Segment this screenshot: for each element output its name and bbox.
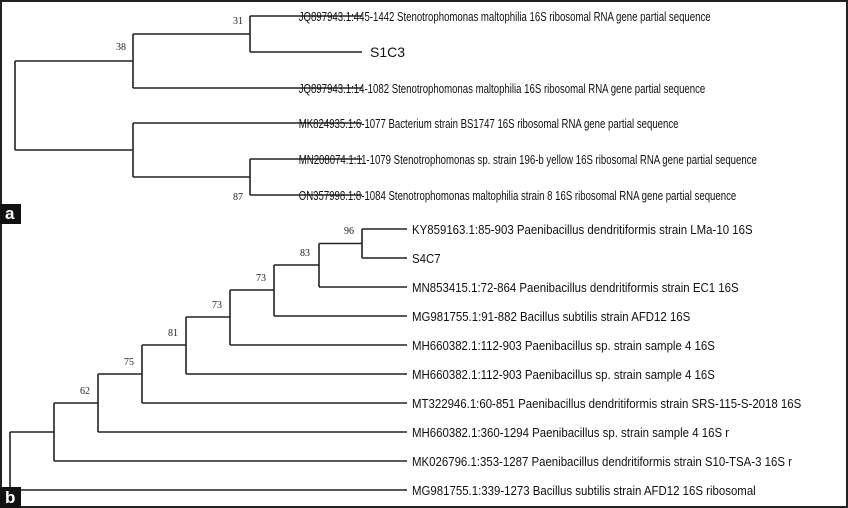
bootstrap-value: 96	[344, 226, 354, 237]
panel-b-leaf-labels: KY859163.1:85-903 Paenibacillus dendriti…	[412, 222, 801, 498]
bootstrap-value: 38	[116, 42, 126, 53]
panel-b-tree	[9, 228, 407, 491]
leaf-label: KY859163.1:85-903 Paenibacillus dendriti…	[412, 222, 753, 237]
panel-a-tree	[14, 15, 362, 196]
panel-a-leaf-labels: JQ897943.1:445-1442 Stenotrophomonas mal…	[299, 11, 757, 204]
leaf-label: ON357998.1:8-1084 Stenotrophomonas malto…	[299, 190, 736, 204]
leaf-label: MG981755.1:339-1273 Bacillus subtilis st…	[412, 483, 756, 498]
leaf-label: MK824935.1:6-1077 Bacterium strain BS174…	[299, 118, 679, 132]
leaf-label: MH660382.1:112-903 Paenibacillus sp. str…	[412, 338, 715, 353]
branch-node-83	[318, 242, 407, 288]
branch-node-73a	[273, 264, 407, 317]
bootstrap-value: 87	[233, 192, 243, 203]
leaf-label: MH660382.1:112-903 Paenibacillus sp. str…	[412, 367, 715, 382]
panel-label-b: b	[5, 488, 15, 507]
panel-b-bootstrap: 96 83 73 73 81 75 62	[80, 226, 354, 397]
bootstrap-value: 73	[256, 273, 266, 284]
bootstrap-value: 73	[212, 300, 222, 311]
panel-a-label: a	[0, 204, 21, 224]
branch-root-a	[14, 60, 133, 151]
leaf-label: S4C7	[412, 251, 441, 266]
leaf-label: MT322946.1:60-851 Paenibacillus dendriti…	[412, 396, 801, 411]
branch-node-31	[249, 15, 362, 53]
leaf-label: MN208074.1:11-1079 Stenotrophomonas sp. …	[299, 154, 757, 168]
branch-node-87	[249, 158, 362, 196]
leaf-label: MK026796.1:353-1287 Paenibacillus dendri…	[412, 454, 792, 469]
leaf-label: MN853415.1:72-864 Paenibacillus dendriti…	[412, 280, 739, 295]
branch-node-96	[361, 228, 407, 259]
bootstrap-value: 83	[300, 248, 310, 259]
leaf-label: MH660382.1:360-1294 Paenibacillus sp. st…	[412, 425, 729, 440]
bootstrap-value: 62	[80, 386, 90, 397]
bootstrap-value: 75	[124, 357, 134, 368]
leaf-label: JQ897943.1:445-1442 Stenotrophomonas mal…	[299, 11, 711, 25]
branch-lower-clade	[132, 122, 362, 178]
panel-a-bootstrap: 31 38 87	[116, 16, 243, 203]
bootstrap-value: 81	[168, 328, 178, 339]
leaf-label: JQ897943.1:14-1082 Stenotrophomonas malt…	[299, 83, 706, 97]
leaf-label: MG981755.1:91-882 Bacillus subtilis stra…	[412, 309, 690, 324]
branch-node-73b	[229, 289, 407, 346]
bootstrap-value: 31	[233, 16, 243, 27]
panel-label-a: a	[5, 204, 15, 223]
leaf-label: S1C3	[370, 44, 405, 60]
panel-b-label: b	[0, 487, 21, 508]
branch-node-38	[132, 33, 362, 89]
branch-root-b	[9, 431, 407, 491]
